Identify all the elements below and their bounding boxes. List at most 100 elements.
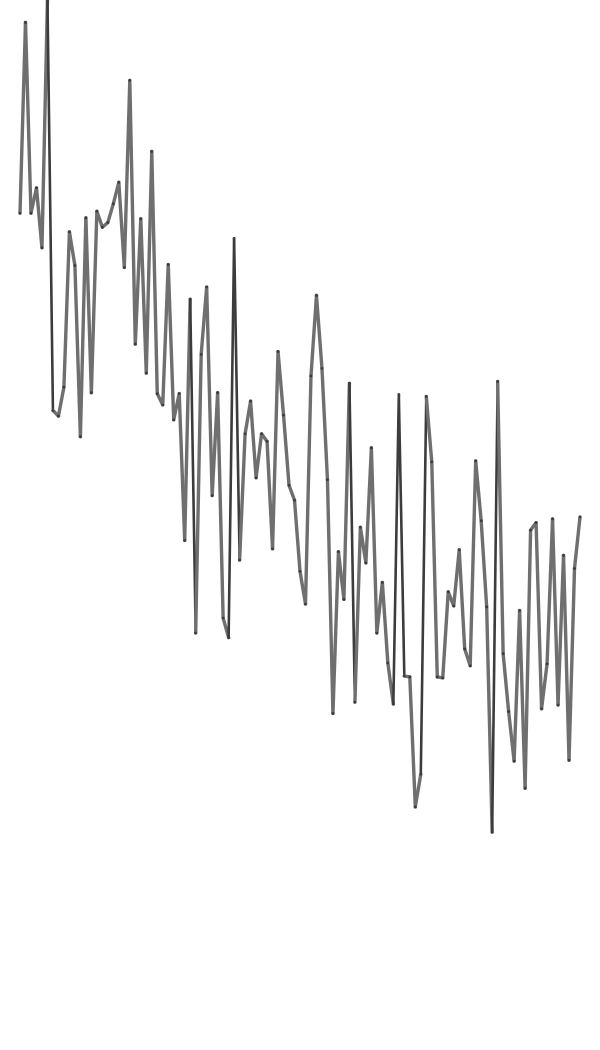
data-point xyxy=(562,553,565,557)
data-point xyxy=(304,602,307,606)
data-point xyxy=(265,439,269,443)
data-point xyxy=(315,294,318,297)
data-point xyxy=(320,366,324,370)
data-point xyxy=(232,237,236,240)
line-segment xyxy=(40,0,50,250)
data-point xyxy=(84,216,88,220)
data-point xyxy=(128,79,132,82)
data-point xyxy=(271,547,274,551)
data-point xyxy=(298,569,302,573)
data-point xyxy=(348,381,351,385)
data-point xyxy=(342,597,346,601)
data-point xyxy=(507,710,511,713)
line-segment xyxy=(84,216,94,395)
data-point xyxy=(380,581,384,584)
line-segment xyxy=(490,380,499,834)
line-segment xyxy=(232,237,241,562)
line-segment xyxy=(89,209,99,395)
line-segment xyxy=(550,517,560,707)
line-segment xyxy=(479,519,489,609)
data-point xyxy=(474,459,478,463)
line-segment xyxy=(56,385,66,418)
data-point xyxy=(254,476,258,480)
line-segment xyxy=(18,20,28,215)
data-point xyxy=(337,550,340,554)
line-segment xyxy=(320,366,330,482)
data-point xyxy=(326,478,329,482)
data-point xyxy=(293,498,296,502)
line-segment xyxy=(193,352,203,635)
line-segment xyxy=(303,374,313,606)
line-segment xyxy=(144,149,154,375)
data-point xyxy=(100,225,104,229)
data-point xyxy=(545,662,549,666)
data-point xyxy=(287,483,291,487)
line-segment xyxy=(204,285,214,498)
data-point xyxy=(188,297,192,301)
data-point xyxy=(51,409,55,412)
line-segment xyxy=(369,446,379,635)
line-segment xyxy=(495,379,505,656)
line-segment xyxy=(106,202,116,225)
data-point xyxy=(512,759,516,763)
data-point xyxy=(68,230,71,234)
data-point xyxy=(210,494,214,497)
data-point xyxy=(556,703,560,707)
data-point xyxy=(216,391,220,395)
line-segment xyxy=(23,20,33,215)
line-segment xyxy=(501,651,511,714)
line-segment xyxy=(287,483,297,502)
data-point xyxy=(386,661,390,665)
data-point xyxy=(24,21,27,24)
line-segment xyxy=(380,580,390,665)
data-point xyxy=(375,631,379,635)
data-point xyxy=(155,392,159,396)
data-point xyxy=(408,675,412,679)
data-point xyxy=(78,435,82,439)
data-point xyxy=(161,403,165,407)
data-point xyxy=(205,285,209,289)
data-point xyxy=(496,380,500,383)
data-point xyxy=(457,548,461,552)
data-point xyxy=(40,246,44,250)
line-segment xyxy=(413,772,423,809)
data-point xyxy=(567,758,571,762)
data-point xyxy=(243,432,247,436)
data-point xyxy=(402,674,406,678)
data-point xyxy=(95,209,99,213)
data-point xyxy=(144,371,148,375)
line-segment xyxy=(457,548,467,651)
data-point xyxy=(89,391,93,395)
line-segment xyxy=(188,297,197,635)
line-segment xyxy=(408,675,417,809)
data-point xyxy=(397,393,401,396)
data-point xyxy=(166,263,170,267)
data-point xyxy=(150,150,154,153)
line-segment xyxy=(183,297,192,543)
line-segment xyxy=(534,520,544,711)
line-segment xyxy=(67,230,77,268)
data-point xyxy=(62,385,66,389)
data-point xyxy=(35,186,38,190)
data-point xyxy=(260,432,263,436)
line-segment xyxy=(128,78,137,346)
line-segment xyxy=(46,0,55,412)
line-segment xyxy=(62,230,72,389)
data-point xyxy=(139,217,143,221)
data-point xyxy=(221,616,225,620)
line-segment xyxy=(572,515,582,571)
line-segment xyxy=(161,262,170,407)
line-segment xyxy=(523,528,533,790)
data-point xyxy=(468,664,472,668)
data-point xyxy=(540,707,543,711)
data-point xyxy=(177,392,181,396)
data-point xyxy=(238,558,242,562)
line-segment xyxy=(430,460,439,679)
data-point xyxy=(331,712,335,715)
line-segment xyxy=(276,349,286,417)
data-point xyxy=(479,519,483,523)
line-segment xyxy=(95,209,105,229)
data-point xyxy=(117,180,121,184)
data-point xyxy=(413,805,417,809)
